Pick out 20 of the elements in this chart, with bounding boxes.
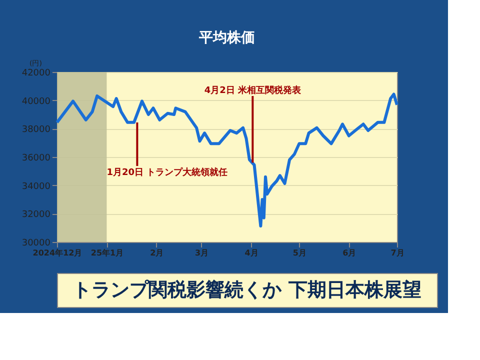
x-tick-label: 25年1月 (90, 248, 124, 258)
text: トランプ関税影響続くか 下期日本株展望 (72, 279, 422, 301)
x-tick-label: 2月 (150, 248, 164, 258)
y-tick-label: 42000 (22, 68, 51, 78)
x-tick-label: 2024年12月 (32, 248, 82, 258)
y-tick-label: 32000 (22, 210, 51, 220)
annotation: 1月20日 トランプ大統領就任 (106, 167, 228, 178)
x-tick-label: 7月 (390, 248, 404, 258)
y-tick-label: 34000 (22, 182, 51, 192)
chart-title: 平均株価 (198, 30, 255, 46)
x-tick-label: 4月 (244, 248, 258, 258)
y-tick-label: 36000 (22, 154, 51, 164)
x-tick-label: 6月 (342, 248, 356, 258)
y-tick-label: 38000 (22, 125, 51, 136)
y-tick-label: 40000 (22, 96, 51, 107)
line-series (56, 92, 398, 228)
annotation: 4月2日 米相互関税発表 (204, 85, 302, 96)
y-tick-label: 30000 (22, 238, 51, 248)
x-tick-label: 5月 (292, 248, 306, 258)
x-tick-label: 3月 (195, 248, 209, 258)
